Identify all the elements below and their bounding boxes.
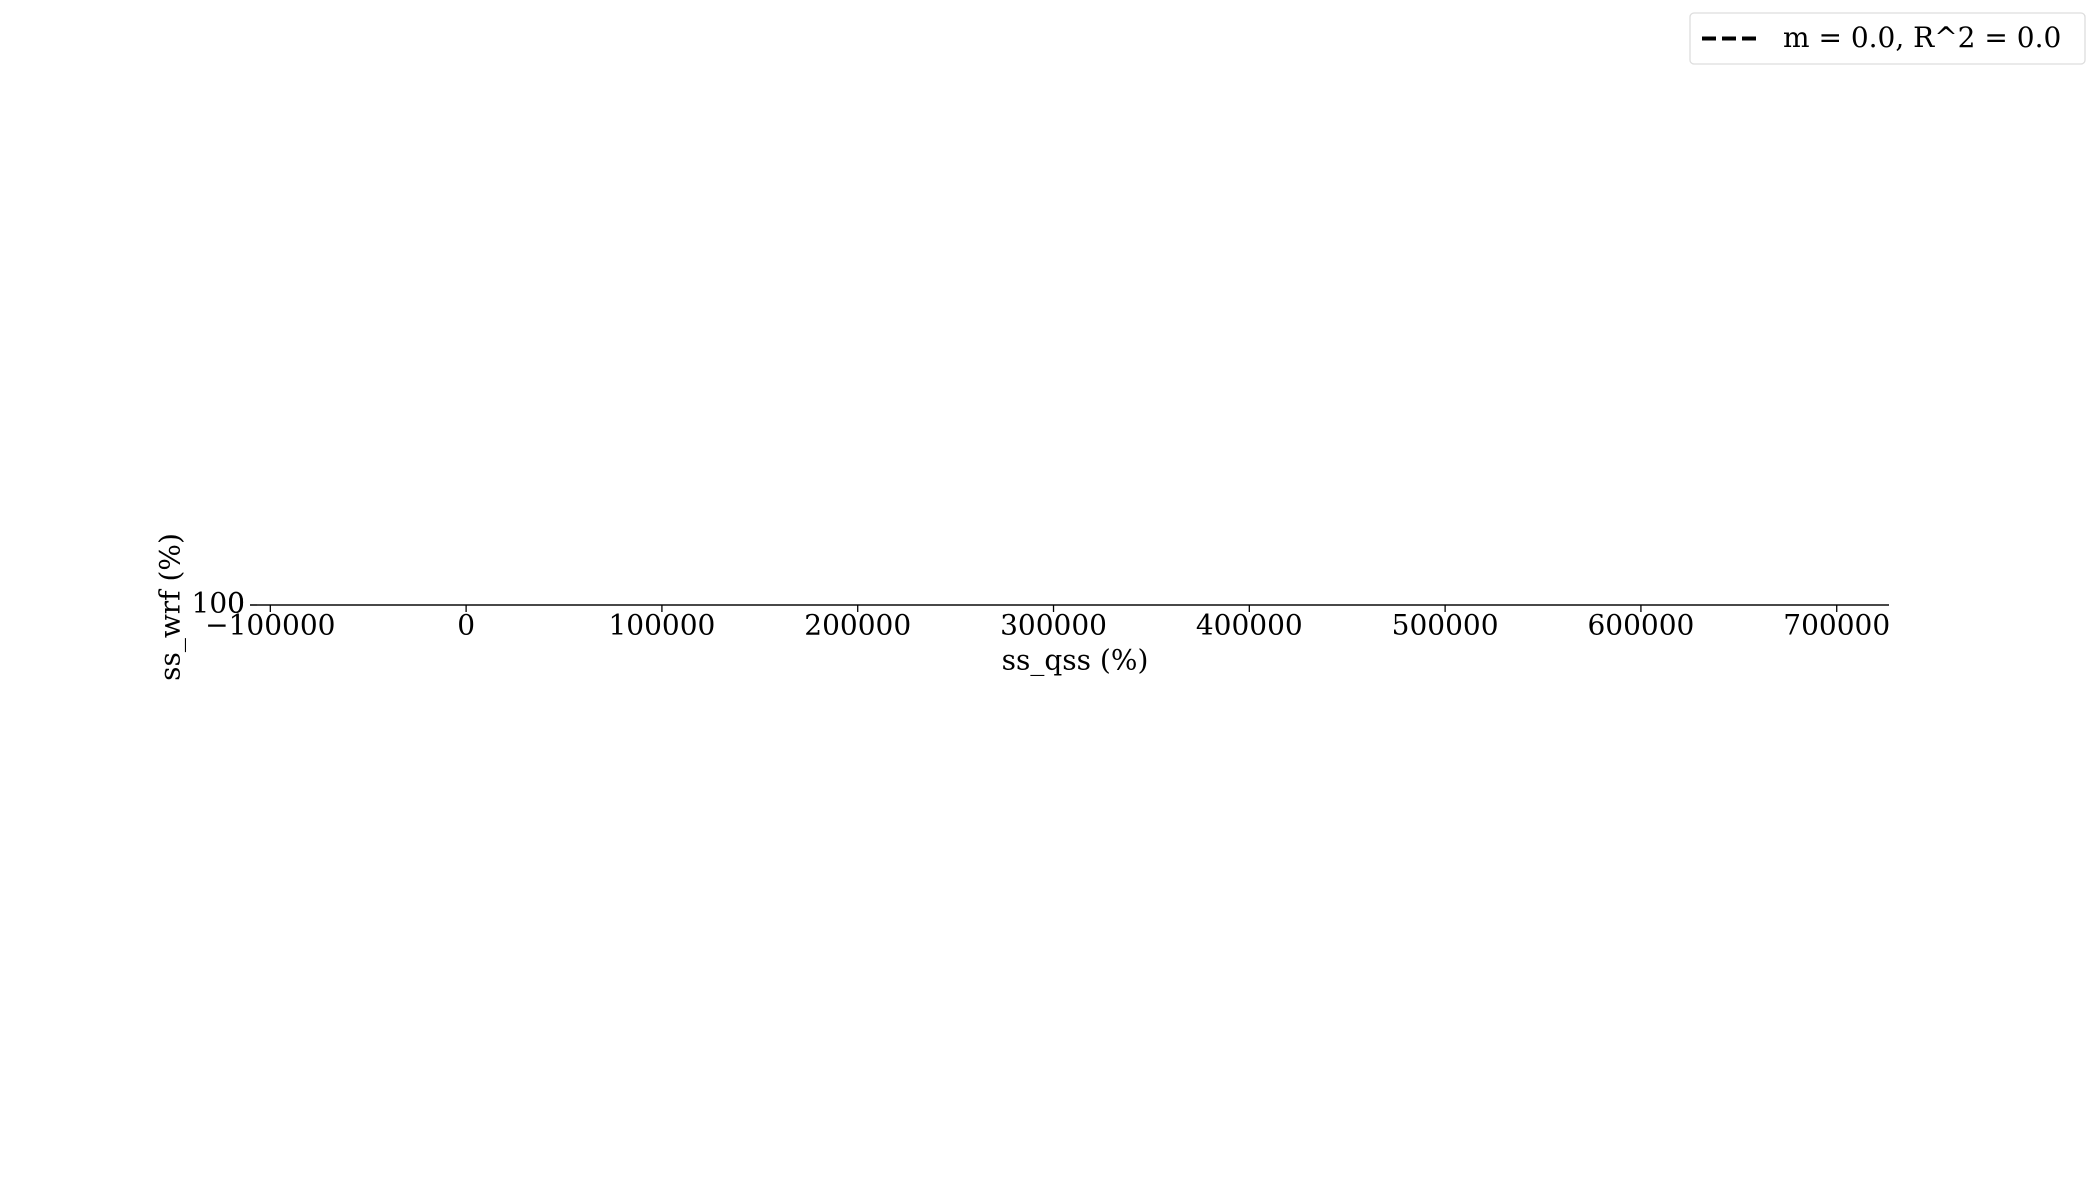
x-tick-label: 400000 [1196,609,1303,642]
y-axis-label: ss_wrf (%) [154,533,187,681]
x-tick-label: 0 [457,609,475,642]
x-tick-label: 200000 [804,609,911,642]
x-tick-label: 100000 [608,609,715,642]
legend-box [1689,12,2086,65]
x-tick-label: 300000 [1000,609,1107,642]
x-tick-label: 600000 [1587,609,1694,642]
y-tick-label: 0 [227,587,245,620]
y-tick-label: 100 [192,587,245,620]
x-tick-label: −100000 [205,609,335,642]
x-tick-label: 700000 [1783,609,1890,642]
x-tick-label: 500000 [1392,609,1499,642]
x-axis-label: ss_qss (%) [1002,644,1149,677]
legend-label: m = 0.0, R^2 = 0.0 [1783,21,2061,54]
